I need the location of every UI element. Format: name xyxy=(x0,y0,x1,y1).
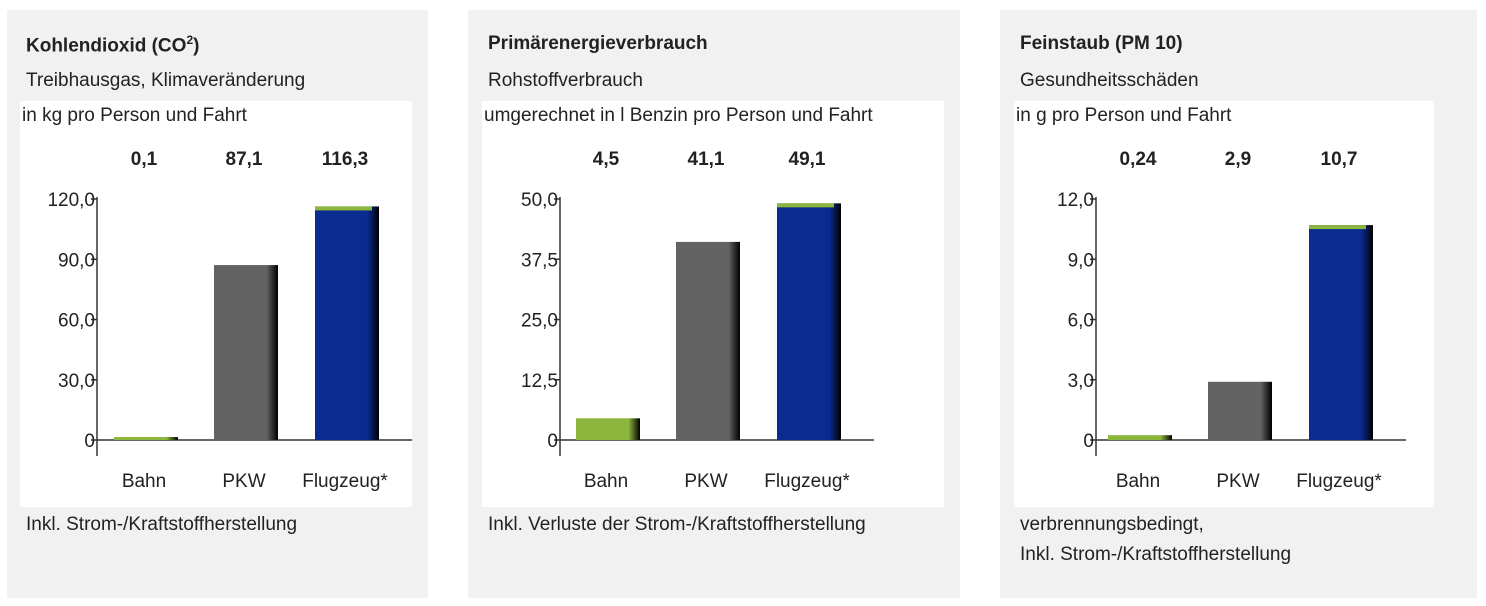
bar-chart-feinstaub: 0 3,0 6,0 9,0 12,0 0,24 Bahn 2,9 PKW 10,7 Flugzeug… xyxy=(1057,149,1406,492)
footnote-line: Inkl. Verluste der Strom-/Kraftstoffhers… xyxy=(488,514,866,535)
chart-subtitle: Gesundheitsschäden xyxy=(1020,70,1199,91)
y-tick-label: 37,5 xyxy=(521,250,558,271)
y-tick-label: 50,0 xyxy=(521,190,558,211)
data-label: 4,5 xyxy=(593,149,620,170)
y-tick-label: 90,0 xyxy=(58,250,95,271)
chart-footnote: Inkl. Strom-/Kraftstoffherstellung xyxy=(26,510,297,540)
bar-pkw xyxy=(676,241,740,440)
bar-pkw xyxy=(214,265,278,440)
data-label: 10,7 xyxy=(1321,149,1358,170)
chart-subtitle: Treibhausgas, Klimaveränderung xyxy=(26,70,306,91)
bar-bahn xyxy=(576,418,640,440)
footnote-line: Inkl. Strom-/Kraftstoffherstellung xyxy=(26,514,298,535)
unit-label: in g pro Person und Fahrt xyxy=(1016,105,1232,126)
x-tick-label: Flugzeug* xyxy=(1296,471,1382,492)
data-label: 87,1 xyxy=(226,149,263,170)
y-tick-label: 12,5 xyxy=(521,371,558,392)
bar-flugzeug xyxy=(777,203,841,440)
bar-bahn xyxy=(1108,435,1172,440)
y-tick-label: 0 xyxy=(84,431,95,452)
y-tick-label: 120,0 xyxy=(47,190,95,211)
bar-top-segment xyxy=(1309,225,1366,230)
x-tick-label: Bahn xyxy=(122,471,166,492)
footnote-line: Inkl. Strom-/Kraftstoffherstellung xyxy=(1020,544,1292,565)
chart-title: Feinstaub (PM 10) xyxy=(1020,33,1183,54)
chart-title: Primärenergieverbrauch xyxy=(488,33,708,54)
y-tick-label: 25,0 xyxy=(521,311,558,332)
y-tick-label: 30,0 xyxy=(58,371,95,392)
y-tick-label: 0 xyxy=(547,431,558,452)
data-label: 49,1 xyxy=(789,149,826,170)
unit-label: in kg pro Person und Fahrt xyxy=(22,105,247,126)
chart-title: Kohlendioxid (CO2) xyxy=(26,33,200,57)
bar-chart-primaerenergie: 0 12,5 25,0 37,5 50,0 4,5 Bahn 41,1 PKW 49,1 Flugz… xyxy=(521,149,874,492)
x-tick-label: PKW xyxy=(684,471,727,492)
bar-bahn xyxy=(114,437,178,440)
data-label: 116,3 xyxy=(322,149,369,170)
chart-subtitle: Rohstoffverbrauch xyxy=(488,70,643,91)
x-tick-label: PKW xyxy=(222,471,265,492)
bar-chart-co2: 0 30,0 60,0 90,0 120,0 0,1 Bahn 87,1 PKW 116,3 Flu… xyxy=(47,149,412,492)
data-label: 2,9 xyxy=(1225,149,1251,170)
y-tick-label: 3,0 xyxy=(1068,371,1094,392)
bar-top-segment xyxy=(777,203,834,208)
x-tick-label: Flugzeug* xyxy=(302,471,388,492)
unit-label: umgerechnet in l Benzin pro Person und F… xyxy=(484,105,873,126)
x-tick-label: PKW xyxy=(1216,471,1259,492)
bar-flugzeug xyxy=(315,206,379,440)
bar-flugzeug xyxy=(1309,225,1373,440)
y-tick-label: 9,0 xyxy=(1068,250,1094,271)
data-label: 41,1 xyxy=(688,149,725,170)
x-tick-label: Bahn xyxy=(584,471,628,492)
y-tick-label: 60,0 xyxy=(58,311,95,332)
y-tick-label: 0 xyxy=(1083,431,1094,452)
y-tick-label: 6,0 xyxy=(1068,311,1094,332)
bar-top-segment xyxy=(315,206,372,211)
footnote-line: verbrennungsbedingt, xyxy=(1020,514,1204,535)
x-tick-label: Flugzeug* xyxy=(764,471,850,492)
data-label: 0,24 xyxy=(1120,149,1157,170)
data-label: 0,1 xyxy=(131,149,158,170)
x-tick-label: Bahn xyxy=(1116,471,1160,492)
chart-footnote: verbrennungsbedingt, Inkl. Strom-/Krafts… xyxy=(1020,510,1291,570)
bar-pkw xyxy=(1208,381,1272,440)
chart-footnote: Inkl. Verluste der Strom-/Kraftstoffhers… xyxy=(488,510,866,540)
y-tick-label: 12,0 xyxy=(1057,190,1094,211)
